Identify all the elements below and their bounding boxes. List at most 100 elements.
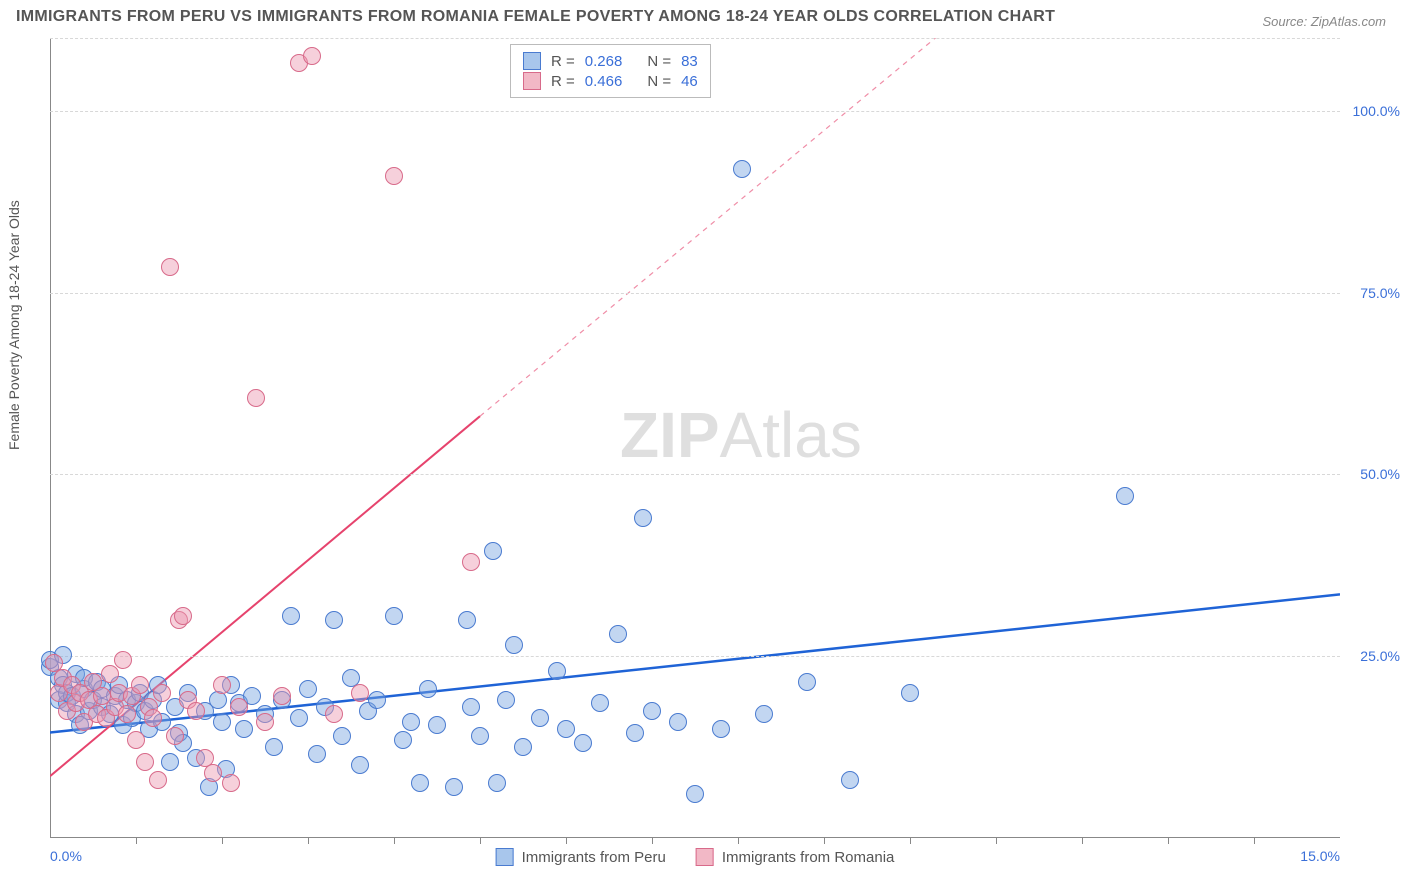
chart-title: IMMIGRANTS FROM PERU VS IMMIGRANTS FROM …: [16, 8, 1055, 26]
source-label: Source: ZipAtlas.com: [1262, 14, 1386, 29]
gridline: [50, 293, 1340, 294]
data-point: [282, 607, 300, 625]
x-tick: [996, 838, 997, 844]
data-point: [235, 720, 253, 738]
legend-item: Immigrants from Peru: [496, 848, 666, 866]
data-point: [351, 756, 369, 774]
data-point: [458, 611, 476, 629]
data-point: [411, 774, 429, 792]
y-tick-label: 25.0%: [1345, 648, 1400, 664]
gridline: [50, 656, 1340, 657]
x-tick: [652, 838, 653, 844]
data-point: [548, 662, 566, 680]
x-tick: [136, 838, 137, 844]
watermark-light: Atlas: [720, 399, 862, 471]
x-axis: [50, 837, 1340, 838]
data-point: [385, 167, 403, 185]
x-tick-label: 0.0%: [50, 848, 82, 864]
legend-swatch: [523, 72, 541, 90]
y-tick-label: 50.0%: [1345, 466, 1400, 482]
y-tick-label: 100.0%: [1345, 103, 1400, 119]
x-tick: [222, 838, 223, 844]
data-point: [308, 745, 326, 763]
n-value: 83: [681, 53, 698, 70]
data-point: [351, 684, 369, 702]
data-point: [273, 687, 291, 705]
data-point: [153, 684, 171, 702]
data-point: [557, 720, 575, 738]
x-tick: [308, 838, 309, 844]
data-point: [333, 727, 351, 745]
y-axis: [50, 38, 51, 838]
y-tick-label: 75.0%: [1345, 285, 1400, 301]
data-point: [609, 625, 627, 643]
data-point: [204, 764, 222, 782]
data-point: [755, 705, 773, 723]
r-value: 0.466: [585, 73, 623, 90]
data-point: [265, 738, 283, 756]
data-point: [626, 724, 644, 742]
data-point: [402, 713, 420, 731]
x-tick: [1082, 838, 1083, 844]
n-label: N =: [647, 53, 671, 70]
data-point: [471, 727, 489, 745]
x-tick: [910, 838, 911, 844]
data-point: [368, 691, 386, 709]
legend-item: Immigrants from Romania: [696, 848, 895, 866]
data-point: [213, 713, 231, 731]
data-point: [445, 778, 463, 796]
data-point: [901, 684, 919, 702]
data-point: [841, 771, 859, 789]
x-tick: [824, 838, 825, 844]
data-point: [643, 702, 661, 720]
x-tick: [1168, 838, 1169, 844]
gridline: [50, 38, 1340, 39]
legend-swatch: [696, 848, 714, 866]
data-point: [462, 553, 480, 571]
data-point: [299, 680, 317, 698]
data-point: [428, 716, 446, 734]
x-tick: [1254, 838, 1255, 844]
data-point: [531, 709, 549, 727]
data-point: [161, 753, 179, 771]
data-point: [669, 713, 687, 731]
x-tick: [566, 838, 567, 844]
data-point: [114, 651, 132, 669]
trend-lines: [50, 38, 1340, 838]
data-point: [144, 709, 162, 727]
data-point: [256, 713, 274, 731]
legend-label: Immigrants from Peru: [522, 849, 666, 866]
data-point: [247, 389, 265, 407]
legend-row: R =0.466N =46: [523, 72, 698, 90]
y-axis-label: Female Poverty Among 18-24 Year Olds: [6, 200, 22, 450]
scatter-chart: ZIPAtlas 25.0%50.0%75.0%100.0%0.0%15.0% …: [50, 38, 1340, 838]
data-point: [213, 676, 231, 694]
legend-correlation: R =0.268N =83R =0.466N =46: [510, 44, 711, 98]
data-point: [505, 636, 523, 654]
x-tick-label: 15.0%: [1300, 848, 1340, 864]
data-point: [574, 734, 592, 752]
data-point: [149, 771, 167, 789]
data-point: [634, 509, 652, 527]
data-point: [462, 698, 480, 716]
data-point: [484, 542, 502, 560]
legend-series: Immigrants from Peru Immigrants from Roma…: [496, 848, 895, 866]
legend-row: R =0.268N =83: [523, 52, 698, 70]
plot-area: ZIPAtlas 25.0%50.0%75.0%100.0%0.0%15.0%: [50, 38, 1340, 838]
n-label: N =: [647, 73, 671, 90]
data-point: [166, 727, 184, 745]
data-point: [497, 691, 515, 709]
data-point: [222, 774, 240, 792]
gridline: [50, 474, 1340, 475]
watermark-bold: ZIP: [620, 399, 720, 471]
r-value: 0.268: [585, 53, 623, 70]
data-point: [127, 731, 145, 749]
data-point: [118, 705, 136, 723]
data-point: [290, 709, 308, 727]
data-point: [187, 702, 205, 720]
data-point: [686, 785, 704, 803]
x-tick: [480, 838, 481, 844]
data-point: [136, 753, 154, 771]
x-tick: [394, 838, 395, 844]
data-point: [591, 694, 609, 712]
